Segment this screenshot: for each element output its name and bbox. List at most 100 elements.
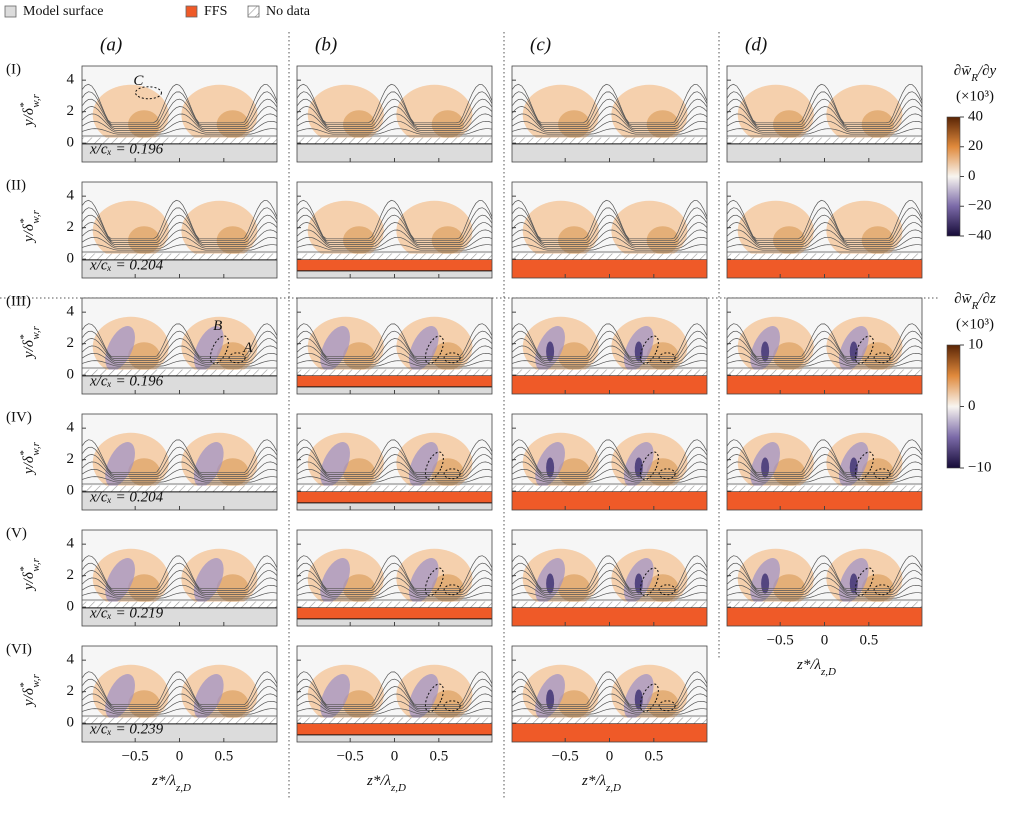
contour-line <box>727 91 922 126</box>
contour-line <box>82 678 277 707</box>
contour-line <box>727 207 922 242</box>
panel <box>726 181 923 279</box>
text-part: z,D <box>605 782 621 794</box>
contour-blob <box>216 110 249 139</box>
column-label: (c) <box>530 34 551 55</box>
row-label: (VI) <box>6 641 32 657</box>
contour-blob <box>128 110 161 139</box>
contour-line <box>512 700 707 713</box>
model-surface <box>82 259 277 278</box>
x-tick-label: 0 <box>391 748 399 764</box>
row-label: (IV) <box>6 409 32 425</box>
contour-line <box>297 693 492 711</box>
no-data <box>297 485 492 492</box>
model-surface <box>82 375 277 394</box>
contour-line <box>727 584 922 597</box>
no-data <box>727 369 922 376</box>
colorbar-tick-label: 20 <box>968 138 983 154</box>
contour-blob <box>558 110 591 139</box>
ffs <box>297 723 492 735</box>
contour-blob <box>343 690 376 719</box>
panel <box>511 65 708 163</box>
no-data <box>512 253 707 260</box>
no-data <box>512 137 707 144</box>
no-data <box>512 601 707 608</box>
contour-blob <box>216 458 249 487</box>
text-part: z*/λ <box>796 657 822 673</box>
text-part: y/δ <box>21 107 37 128</box>
contour-line <box>297 199 492 240</box>
panel-content <box>727 298 922 394</box>
contour-line <box>512 461 707 479</box>
contour-blob <box>128 226 161 255</box>
text-part: * <box>18 682 30 688</box>
x-tick-label: 0.5 <box>214 748 233 764</box>
x-tick-label: 0 <box>606 748 614 764</box>
contour-line <box>727 113 922 131</box>
text-part: z,D <box>820 666 836 678</box>
x-tick-label: 0.5 <box>429 748 448 764</box>
contour-line <box>297 352 492 365</box>
contour-line <box>297 207 492 242</box>
position-label: x/cₓ = 0.196 <box>89 373 164 389</box>
contour-blob <box>558 574 591 603</box>
contour-blob <box>558 226 591 255</box>
position-label: x/cₓ = 0.219 <box>89 605 164 621</box>
contour-line <box>727 199 922 240</box>
contour-line <box>82 83 277 124</box>
text-part: y/δ <box>21 571 37 592</box>
contour-line <box>82 476 277 483</box>
panel-content <box>512 646 707 742</box>
model-surface <box>82 491 277 510</box>
contour-line <box>512 113 707 131</box>
no-data <box>82 253 277 260</box>
panel: 0 2 4 (V) y/δ*w,r x/cₓ = 0.219 <box>6 525 278 627</box>
region-outline <box>658 700 676 712</box>
contour-line <box>82 352 277 365</box>
region-outline <box>873 468 891 480</box>
x-axis-label: z*/λz,D <box>581 773 621 793</box>
colorbar-multiplier: (×10³) <box>956 316 994 332</box>
contour-line <box>727 592 922 599</box>
panel: −0.5 0 0.5 z*/λz,D <box>726 529 923 678</box>
y-tick-label: 4 <box>67 72 75 88</box>
contour-line <box>82 207 277 242</box>
region-outline <box>424 451 444 481</box>
panel-content <box>727 66 922 162</box>
contour-line <box>512 555 707 590</box>
position-label: x/cₓ = 0.204 <box>89 489 164 505</box>
contour-blob <box>431 574 464 603</box>
ffs <box>512 491 707 510</box>
contour-line <box>512 592 707 599</box>
text-part: z*/λ <box>581 773 607 789</box>
x-tick-label: 0 <box>176 748 184 764</box>
contour-line <box>727 577 922 595</box>
contour-line <box>512 693 707 711</box>
contour-blob <box>343 226 376 255</box>
contour-line <box>297 570 492 593</box>
region-outline <box>443 700 461 712</box>
contour-blob <box>128 574 161 603</box>
contour-line <box>297 323 492 358</box>
contour-line <box>82 454 277 477</box>
contour-blob <box>646 574 679 603</box>
panel-content <box>82 414 277 510</box>
panel-content <box>512 298 707 394</box>
annotation: A <box>242 340 253 356</box>
panel-content <box>512 530 707 626</box>
colorbar-tick-label: 40 <box>968 108 983 124</box>
contour-line <box>297 214 492 243</box>
contour-line <box>727 128 922 135</box>
contour-line <box>512 207 707 242</box>
x-tick-label: −0.5 <box>337 748 364 764</box>
text-part: ∂w̄ <box>954 63 971 79</box>
model-surface <box>82 143 277 162</box>
y-axis-label: y/δ*w,r <box>18 209 42 244</box>
contour-line <box>82 323 277 358</box>
panel-content <box>297 646 492 742</box>
x-tick-label: 0 <box>821 632 829 648</box>
contour-blob <box>128 458 161 487</box>
contour-line <box>727 345 922 363</box>
contour-blob <box>343 110 376 139</box>
position-label: x/cₓ = 0.204 <box>89 257 164 273</box>
